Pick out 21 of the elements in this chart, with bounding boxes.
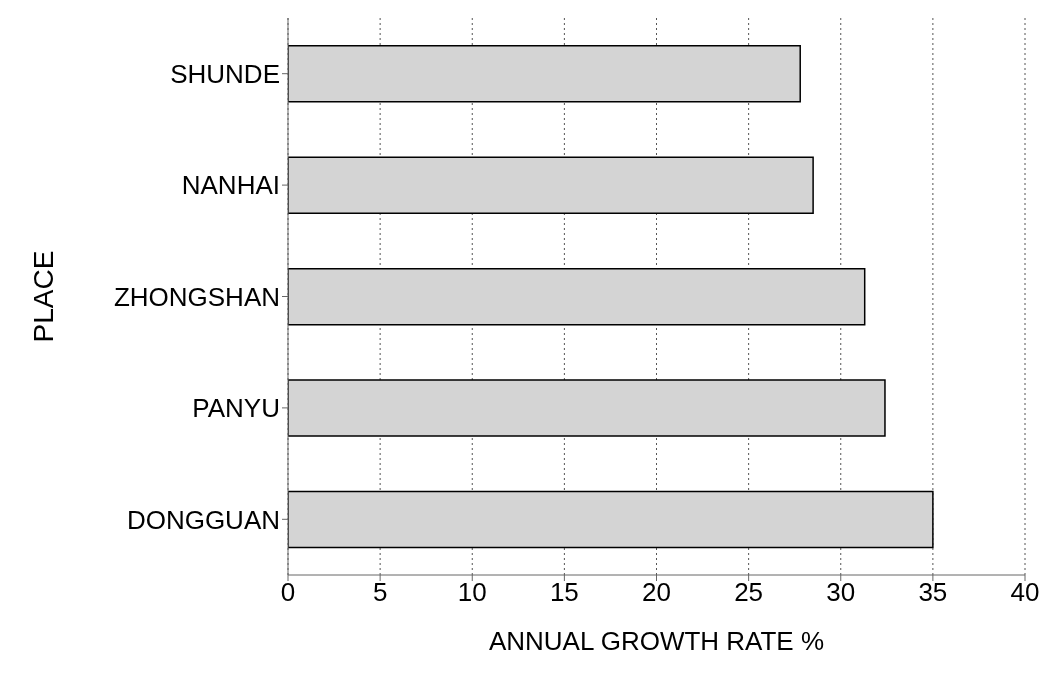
- x-tick-label: 25: [734, 577, 764, 608]
- x-axis-title: ANNUAL GROWTH RATE %: [488, 626, 825, 656]
- bar: [288, 156, 814, 214]
- bar: [288, 267, 866, 326]
- x-tick-label: 10: [457, 577, 487, 608]
- y-axis-title: PLACE: [27, 250, 59, 343]
- bar: [288, 490, 934, 549]
- x-tick-label: 30: [826, 577, 856, 608]
- y-tick-label: SHUNDE: [170, 58, 280, 89]
- x-tick-label: 15: [549, 577, 579, 608]
- x-tick-label: 20: [642, 577, 671, 608]
- x-tick-label: 40: [1010, 577, 1040, 608]
- x-tick-label: 35: [918, 577, 948, 608]
- y-tick-label: NANHAI: [181, 170, 280, 201]
- y-tick-label: ZHONGSHAN: [113, 281, 280, 312]
- bar: [288, 379, 886, 437]
- bar: [288, 45, 801, 103]
- y-tick-label: PANYU: [192, 393, 280, 424]
- y-tick-label: DONGGUAN: [126, 504, 280, 535]
- x-tick-label: 0: [280, 577, 296, 608]
- x-tick-label: 5: [372, 577, 388, 608]
